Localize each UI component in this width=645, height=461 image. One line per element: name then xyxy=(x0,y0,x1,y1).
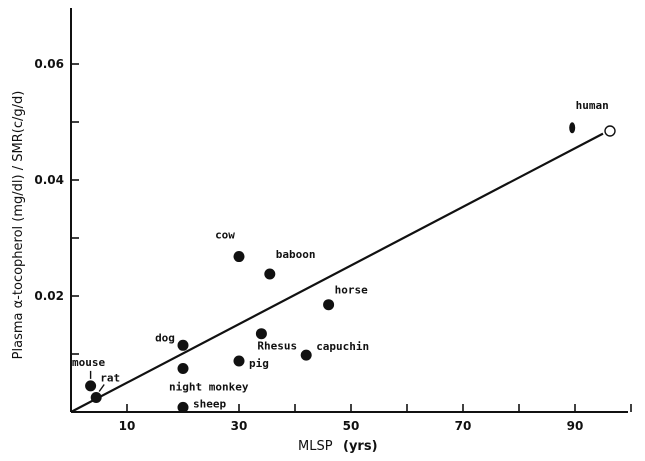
point-night-monkey xyxy=(177,363,189,374)
x-ticks: 10 30 50 70 90 xyxy=(119,404,632,433)
label-cow: cow xyxy=(215,229,235,242)
y-tick-label: 0.06 xyxy=(34,57,64,71)
point-Rhesus xyxy=(255,328,267,340)
y-ticks: 0.02 0.04 0.06 xyxy=(34,57,79,355)
label-capuchin: capuchin xyxy=(316,340,369,353)
data-points xyxy=(85,122,576,413)
point-rat xyxy=(90,392,102,403)
x-axis-unit: (yrs) xyxy=(343,439,378,454)
point-sheep xyxy=(177,401,189,413)
label-mouse: mouse xyxy=(72,356,105,369)
regression-line xyxy=(70,132,604,413)
axes xyxy=(70,8,628,413)
human-open-marker xyxy=(604,125,616,137)
point-dog xyxy=(177,339,189,351)
point-pig xyxy=(233,355,245,367)
point-mouse xyxy=(85,380,97,392)
label-baboon: baboon xyxy=(276,248,316,261)
x-tick-label: 10 xyxy=(119,419,136,433)
label-pig: pig xyxy=(249,357,269,370)
label-sheep: sheep xyxy=(193,397,226,410)
rat-connector xyxy=(98,384,105,392)
point-horse xyxy=(323,299,335,311)
point-human xyxy=(569,122,576,134)
y-tick-label: 0.02 xyxy=(34,289,64,303)
y-axis-label: Plasma α-tocopherol (mg/dl) / SMR(c/g/d) xyxy=(11,91,26,360)
x-tick-label: 30 xyxy=(231,419,248,433)
point-cow xyxy=(233,251,245,263)
label-dog: dog xyxy=(155,331,175,344)
label-horse: horse xyxy=(335,284,368,297)
label-rat: rat xyxy=(100,372,120,385)
x-tick-label: 90 xyxy=(567,419,584,433)
label-human: human xyxy=(576,99,609,112)
x-tick-label: 70 xyxy=(455,419,472,433)
x-axis-label: MLSP xyxy=(298,439,333,454)
label-night-monkey: night monkey xyxy=(169,381,249,394)
label-Rhesus: Rhesus xyxy=(257,340,297,353)
point-baboon xyxy=(264,268,276,280)
point-labels: mouse rat dog night monkey sheep cow pig Rhesus… xyxy=(72,99,609,411)
point-capuchin xyxy=(300,349,312,361)
y-tick-label: 0.04 xyxy=(34,173,64,187)
x-tick-label: 50 xyxy=(343,419,360,433)
